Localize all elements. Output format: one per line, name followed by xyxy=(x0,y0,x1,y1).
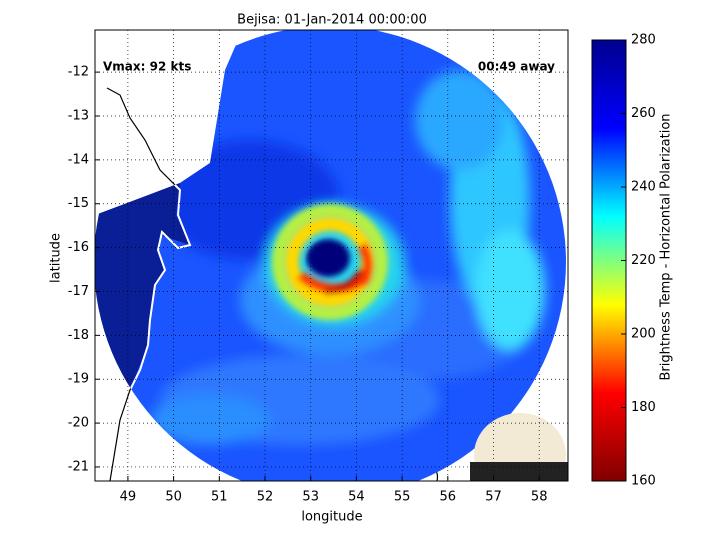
x-tick-label: 57 xyxy=(485,490,502,505)
y-tick-label: -17 xyxy=(68,284,89,299)
x-tick-label: 56 xyxy=(440,490,457,505)
y-tick-label: -13 xyxy=(68,108,89,123)
colorbar-tick-label: 240 xyxy=(631,180,656,195)
y-tick-label: -16 xyxy=(68,240,89,255)
y-tick-label: -14 xyxy=(68,152,89,167)
colorbar xyxy=(591,39,627,482)
x-tick-label: 50 xyxy=(165,490,182,505)
y-axis-label: latitude xyxy=(49,233,64,283)
x-axis-label: longitude xyxy=(301,510,362,525)
x-tick-label: 51 xyxy=(211,490,228,505)
y-tick-label: -15 xyxy=(68,196,89,211)
colorbar-tick-label: 220 xyxy=(631,253,656,268)
y-tick-label: -12 xyxy=(68,65,89,80)
colorbar-tick-label: 280 xyxy=(631,33,656,48)
colorbar-tick-label: 200 xyxy=(631,327,656,342)
y-tick-label: -21 xyxy=(68,459,89,474)
chart-title: Bejisa: 01-Jan-2014 00:00:00 xyxy=(237,13,427,28)
x-tick-label: 54 xyxy=(348,490,365,505)
plot-frame xyxy=(94,29,569,482)
logo xyxy=(470,413,568,481)
x-tick-label: 58 xyxy=(531,490,548,505)
annotation: Vmax: 92 kts xyxy=(103,60,191,74)
colorbar-tick-label: 160 xyxy=(631,474,656,489)
annotation: 00:49 away xyxy=(478,60,555,74)
colorbar-label: Brightness Temp - Horizontal Polarizatio… xyxy=(659,113,674,380)
x-tick-label: 55 xyxy=(394,490,411,505)
y-tick-label: -19 xyxy=(68,372,89,387)
colorbar-tick-label: 260 xyxy=(631,106,656,121)
colorbar-tick-label: 180 xyxy=(631,400,656,415)
x-tick-label: 49 xyxy=(120,490,137,505)
y-tick-label: -18 xyxy=(68,328,89,343)
x-tick-label: 53 xyxy=(302,490,319,505)
x-tick-label: 52 xyxy=(257,490,274,505)
y-tick-label: -20 xyxy=(68,416,89,431)
